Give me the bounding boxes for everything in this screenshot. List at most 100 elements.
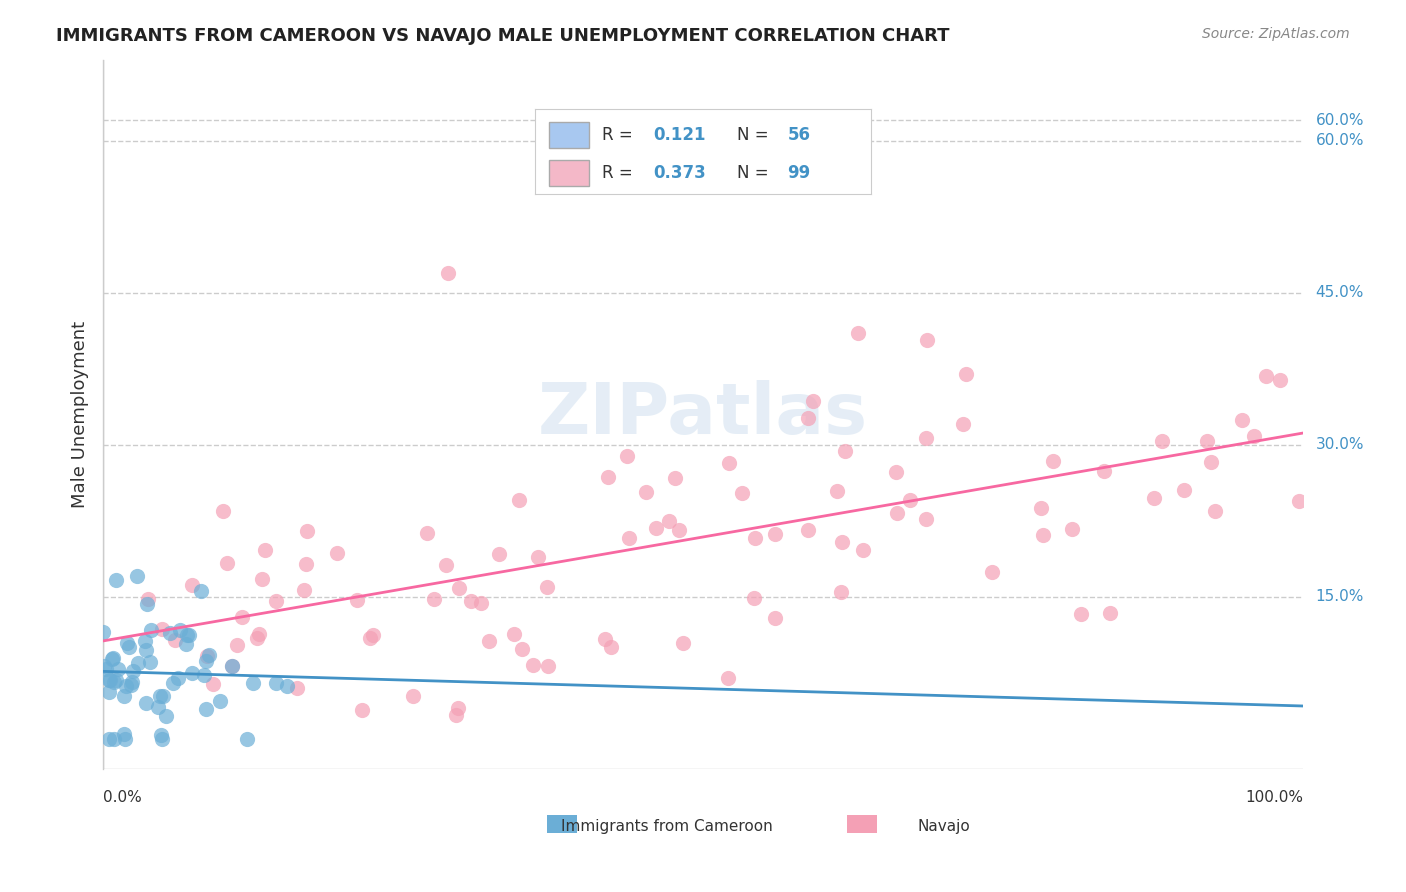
Point <box>915 512 938 526</box>
Point <box>668 524 690 538</box>
Point <box>763 527 786 541</box>
Point <box>120 678 142 692</box>
Point <box>830 585 852 599</box>
Point <box>112 689 135 703</box>
Point <box>177 628 200 642</box>
Point <box>180 578 202 592</box>
Point <box>148 699 170 714</box>
Point <box>208 694 231 708</box>
Point <box>1256 368 1278 383</box>
Point <box>796 410 818 425</box>
FancyBboxPatch shape <box>848 815 877 833</box>
Point <box>955 368 977 382</box>
Point <box>763 611 786 625</box>
Point <box>346 592 368 607</box>
Point <box>783 153 806 168</box>
Point <box>416 525 439 540</box>
Point <box>488 547 510 561</box>
Point <box>100 673 122 687</box>
Point <box>150 731 173 746</box>
Point <box>136 591 159 606</box>
Point <box>1197 434 1219 448</box>
Point <box>797 523 820 537</box>
Point <box>94 662 117 676</box>
Point <box>658 514 681 528</box>
Point <box>744 531 766 545</box>
Point <box>247 627 270 641</box>
Point <box>122 665 145 679</box>
Point <box>155 709 177 723</box>
Point <box>295 558 318 572</box>
Point <box>1243 429 1265 443</box>
Y-axis label: Male Unemployment: Male Unemployment <box>72 321 89 508</box>
Point <box>167 671 190 685</box>
Point <box>1042 454 1064 468</box>
Point <box>980 566 1002 580</box>
Point <box>1029 500 1052 515</box>
Point <box>150 622 173 636</box>
Point <box>718 456 741 470</box>
Point <box>115 679 138 693</box>
Point <box>508 492 530 507</box>
Point <box>98 731 121 746</box>
Text: 15.0%: 15.0% <box>1316 590 1364 605</box>
Point <box>297 524 319 538</box>
Point <box>93 659 115 673</box>
Point <box>107 662 129 676</box>
Point <box>194 654 217 668</box>
Point <box>198 648 221 662</box>
Point <box>162 675 184 690</box>
Point <box>359 631 381 645</box>
Text: Immigrants from Cameroon: Immigrants from Cameroon <box>561 819 773 834</box>
Point <box>444 708 467 723</box>
FancyBboxPatch shape <box>547 815 578 833</box>
Point <box>292 583 315 598</box>
Point <box>1150 434 1173 449</box>
Point <box>952 417 974 431</box>
Point <box>898 493 921 508</box>
Point <box>266 675 288 690</box>
Text: Source: ZipAtlas.com: Source: ZipAtlas.com <box>1202 27 1350 41</box>
Point <box>174 637 197 651</box>
Point <box>593 632 616 646</box>
Point <box>215 556 238 570</box>
Point <box>423 591 446 606</box>
Point <box>1143 491 1166 505</box>
Point <box>522 657 544 672</box>
Point <box>1092 464 1115 478</box>
Point <box>226 638 249 652</box>
Point <box>93 625 115 640</box>
Point <box>470 596 492 610</box>
Point <box>105 673 128 687</box>
Point <box>536 580 558 594</box>
Point <box>1230 413 1253 427</box>
Text: 60.0%: 60.0% <box>1316 133 1364 148</box>
Point <box>127 656 149 670</box>
Point <box>831 535 853 549</box>
Point <box>163 632 186 647</box>
Point <box>460 594 482 608</box>
Point <box>236 731 259 746</box>
Point <box>180 666 202 681</box>
Point <box>193 667 215 681</box>
Point <box>105 573 128 587</box>
Point <box>253 543 276 558</box>
Point <box>195 648 218 663</box>
Point <box>503 626 526 640</box>
Point <box>212 504 235 518</box>
Point <box>402 689 425 703</box>
Point <box>242 675 264 690</box>
Point <box>478 634 501 648</box>
Point <box>112 727 135 741</box>
Point <box>101 651 124 665</box>
Point <box>285 681 308 696</box>
Point <box>1099 606 1122 620</box>
Text: 45.0%: 45.0% <box>1316 285 1364 301</box>
Point <box>731 486 754 500</box>
Point <box>636 484 658 499</box>
Point <box>846 326 869 341</box>
Text: 0.0%: 0.0% <box>103 789 142 805</box>
Point <box>97 673 120 688</box>
Point <box>1288 494 1310 508</box>
Point <box>447 582 470 596</box>
